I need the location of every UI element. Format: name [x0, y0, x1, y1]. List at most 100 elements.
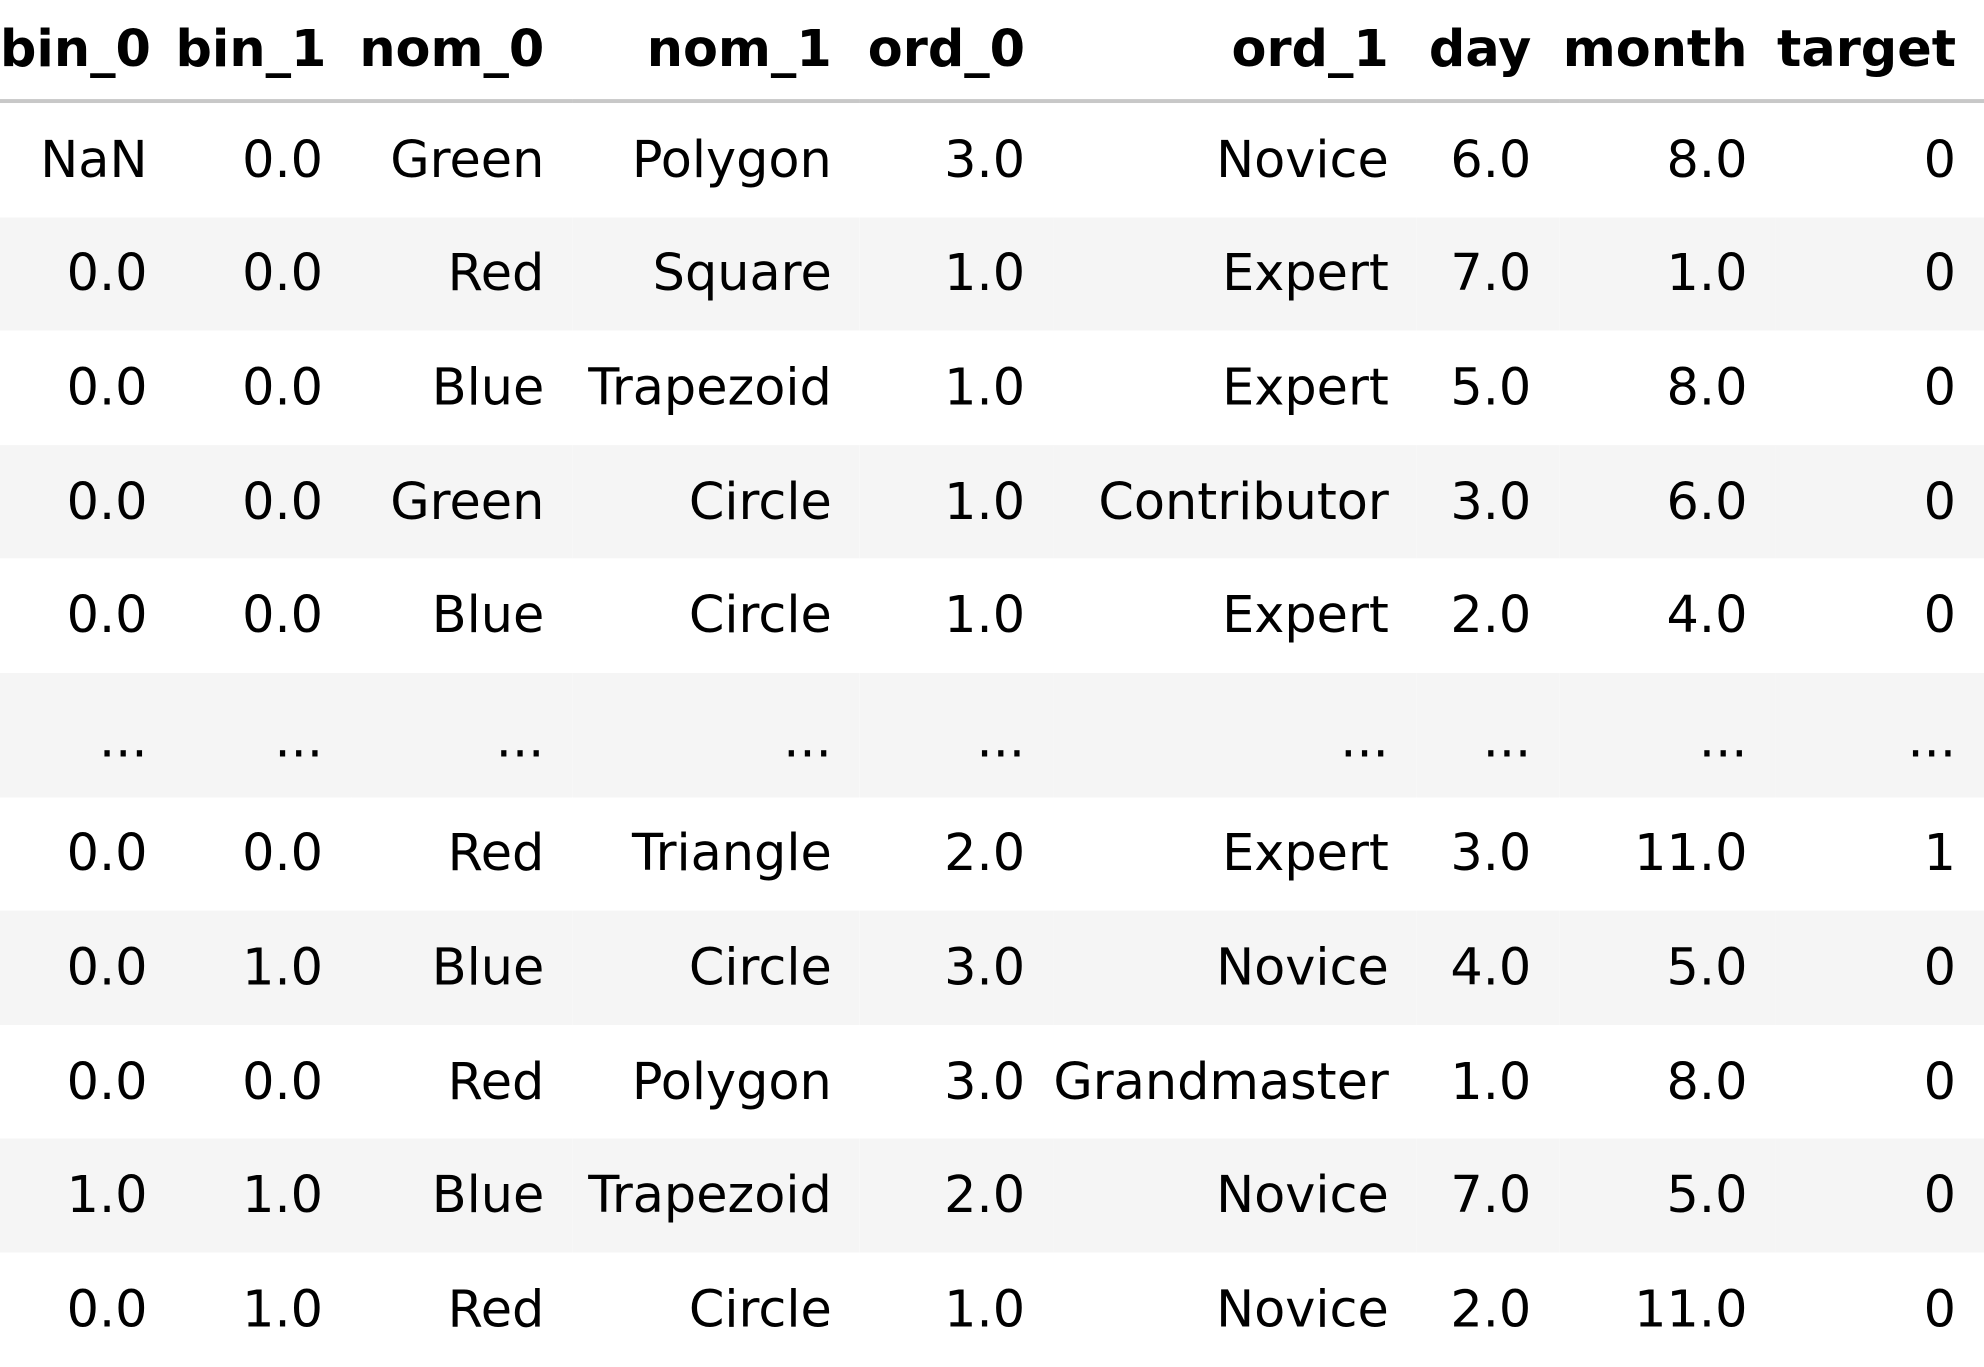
cell-bin-1: 0.0	[175, 216, 352, 331]
cell-nom-0: Green	[351, 444, 573, 559]
cell-nom-0: Red	[447, 824, 545, 884]
cell-ord-0: 1.0	[944, 1280, 1026, 1339]
cell-bin-0: 0.0	[66, 824, 148, 884]
cell-month: 6.0	[1559, 444, 1776, 559]
cell-bin-0: ...	[0, 672, 176, 797]
cell-day: 3.0	[1416, 444, 1560, 559]
cell-day: 4.0	[1416, 910, 1560, 1025]
cell-target: ...	[1775, 672, 1984, 797]
cell-bin-1: 0.0	[242, 586, 324, 646]
table-row: 0.0 0.0 Red Triangle 2.0 Expert 3.0 11.0 1	[0, 797, 1984, 911]
cell-nom-0: Blue	[431, 358, 545, 418]
cell-target: 0	[1923, 1280, 1957, 1339]
table-row: NaN 0.0 Green Polygon 3.0 Novice 6.0 8.0 0	[0, 101, 1984, 217]
cell-ord-0: 2.0	[859, 1138, 1054, 1253]
cell-nom-1: Trapezoid	[588, 358, 832, 418]
cell-bin-1: 1.0	[242, 1280, 324, 1339]
cell-bin-1: ...	[175, 672, 352, 797]
cell-bin-1: 1.0	[175, 910, 352, 1025]
cell-target: 0	[1923, 586, 1957, 646]
cell-ord-1: Novice	[1053, 910, 1417, 1025]
cell-bin-0: 0.0	[66, 358, 148, 418]
cell-ord-0: 1.0	[944, 358, 1026, 418]
cell-nom-1: Polygon	[631, 1052, 832, 1111]
cell-ord-0: 1.0	[859, 444, 1054, 559]
cell-nom-0: Blue	[351, 910, 573, 1025]
cell-nom-0: Red	[351, 216, 573, 331]
cell-day: 7.0	[1416, 1138, 1560, 1253]
cell-nom-1: Circle	[572, 444, 860, 559]
column-header-ord-0: ord_0	[859, 0, 1054, 104]
cell-day: 2.0	[1450, 1280, 1532, 1339]
cell-bin-1: 0.0	[242, 130, 324, 190]
table-row: 0.0 0.0 Red Polygon 3.0 Grandmaster 1.0 8.0 0	[0, 1025, 1984, 1139]
cell-month: ...	[1559, 672, 1776, 797]
table-row: 0.0 1.0 Blue Circle 3.0 Novice 4.0 5.0 0	[0, 910, 1984, 1025]
table-row: 0.0 0.0 Blue Circle 1.0 Expert 2.0 4.0 0	[0, 559, 1984, 673]
table-row: 0.0 0.0 Green Circle 1.0 Contributor 3.0 6.0 0	[0, 444, 1984, 559]
cell-target: 0	[1775, 216, 1984, 331]
cell-nom-1: Trapezoid	[572, 1138, 860, 1253]
cell-month: 5.0	[1559, 1138, 1776, 1253]
cell-nom-0: Red	[447, 1052, 545, 1111]
table-row: 1.0 1.0 Blue Trapezoid 2.0 Novice 7.0 5.0 0	[0, 1138, 1984, 1253]
column-header-day: day	[1416, 0, 1560, 104]
cell-target: 0	[1775, 910, 1984, 1025]
column-header-bin-1: bin_1	[175, 0, 352, 104]
column-header-target: target	[1775, 0, 1984, 104]
cell-nom-0: Blue	[351, 1138, 573, 1253]
cell-target: 0	[1923, 130, 1957, 190]
cell-nom-1: Circle	[688, 586, 832, 646]
cell-bin-0: NaN	[40, 130, 148, 190]
cell-ord-0: 1.0	[944, 586, 1026, 646]
cell-ord-0: 3.0	[859, 910, 1054, 1025]
column-header-bin-0: bin_0	[0, 0, 176, 104]
cell-target: 1	[1923, 824, 1957, 884]
cell-nom-0: Green	[390, 130, 545, 190]
cell-nom-1: Square	[572, 216, 860, 331]
column-header-nom-0: nom_0	[351, 0, 573, 104]
cell-ord-1: Expert	[1222, 358, 1389, 418]
cell-bin-0: 1.0	[0, 1138, 176, 1253]
cell-ord-1: Expert	[1222, 586, 1389, 646]
cell-bin-1: 0.0	[242, 824, 324, 884]
cell-nom-0: Blue	[431, 586, 545, 646]
cell-nom-0: Red	[447, 1280, 545, 1339]
cell-day: 5.0	[1450, 358, 1532, 418]
cell-target: 0	[1775, 1138, 1984, 1253]
cell-ord-1: Novice	[1216, 130, 1389, 190]
cell-ord-1: Contributor	[1053, 444, 1417, 559]
cell-month: 8.0	[1666, 358, 1748, 418]
cell-ord-1: Novice	[1053, 1138, 1417, 1253]
cell-bin-1: 0.0	[242, 1052, 324, 1111]
ellipsis-row: ...........................	[0, 672, 1984, 797]
cell-ord-1: Grandmaster	[1053, 1052, 1389, 1111]
cell-day: 2.0	[1450, 586, 1532, 646]
cell-day: 7.0	[1416, 216, 1560, 331]
cell-month: 8.0	[1666, 1052, 1748, 1111]
cell-ord-1: Novice	[1216, 1280, 1389, 1339]
cell-bin-0: 0.0	[0, 444, 176, 559]
cell-month: 1.0	[1559, 216, 1776, 331]
cell-ord-1: ...	[1053, 672, 1417, 797]
header-row: bin_0 bin_1 nom_0 nom_1 ord_0 ord_1 day month ta…	[0, 0, 1984, 104]
cell-nom-0: ...	[351, 672, 573, 797]
cell-month: 8.0	[1666, 130, 1748, 190]
cell-ord-0: 2.0	[944, 824, 1026, 884]
table-body: NaN 0.0 Green Polygon 3.0 Novice 6.0 8.0 0 0.0 0.0…	[0, 101, 1984, 1366]
cell-nom-1: Polygon	[631, 130, 832, 190]
cell-bin-0: 0.0	[66, 1052, 148, 1111]
cell-month: 5.0	[1559, 910, 1776, 1025]
cell-month: 11.0	[1634, 1280, 1748, 1339]
cell-target: 0	[1923, 1052, 1957, 1111]
cell-day: ...	[1416, 672, 1560, 797]
cell-bin-0: 0.0	[0, 216, 176, 331]
table-row: 0.0 1.0 Red Circle 1.0 Novice 2.0 11.0 0	[0, 1253, 1984, 1367]
cell-bin-1: 0.0	[242, 358, 324, 418]
cell-month: 11.0	[1634, 824, 1748, 884]
column-header-month: month	[1559, 0, 1776, 104]
cell-ord-0: ...	[859, 672, 1054, 797]
cell-bin-0: 0.0	[66, 1280, 148, 1339]
cell-day: 1.0	[1450, 1052, 1532, 1111]
